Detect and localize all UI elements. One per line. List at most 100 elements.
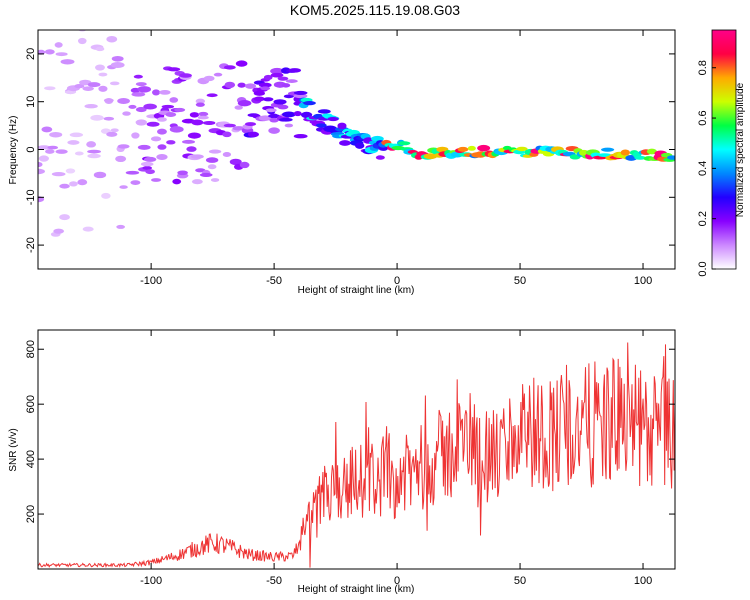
spectrogram-cell (457, 146, 469, 152)
spectrogram-cell (189, 112, 200, 118)
spectrogram-cell (156, 153, 168, 160)
spectrogram-cell (477, 144, 491, 152)
spectrogram-cell (78, 30, 87, 32)
spectrogram-cell (268, 127, 280, 134)
spectrogram-cell (130, 180, 141, 185)
spectrogram-cell (41, 126, 53, 133)
spectrogram-cell (181, 139, 196, 144)
snr-x-label: Height of straight line (km) (298, 584, 415, 595)
spectrogram-cell (436, 146, 449, 153)
spectrogram-cell (269, 117, 279, 123)
spectrogram-cell (60, 59, 75, 65)
spectrogram-cell (143, 103, 157, 110)
spectrogram-cell (55, 52, 68, 57)
spectrogram-cell (51, 172, 66, 177)
spectrogram-cell (293, 93, 308, 99)
x-tick-label: 50 (514, 275, 526, 287)
spectrogram-cell (195, 102, 205, 107)
spectrogram-cell (223, 123, 236, 128)
spectrogram-cell (131, 132, 140, 139)
spectrogram-cell (54, 42, 63, 48)
spectrogram-cell (222, 152, 232, 158)
spectrogram-cell (69, 132, 84, 138)
spectrogram-cell (86, 141, 97, 148)
spectrogram-cell (44, 49, 55, 55)
spectrogram-cell (282, 111, 296, 118)
chart-title: KOM5.2025.115.19.08.G03 (289, 2, 461, 18)
spectrogram-cell (467, 145, 476, 151)
spectrogram-cell (133, 74, 143, 79)
spectrogram-cell (277, 104, 289, 110)
spectrogram-cell (38, 161, 43, 168)
spectrogram-cell (142, 166, 153, 170)
spectrogram-cell (53, 228, 65, 234)
y-tick-label: 600 (25, 395, 37, 413)
spectrogram-cell (69, 181, 78, 187)
spectrogram-cell (224, 81, 236, 89)
spectrogram-x-label: Height of straight line (km) (298, 285, 415, 296)
spectrogram-cell (59, 214, 70, 221)
spectrogram-cell (244, 83, 257, 89)
spectrogram-cell (93, 171, 107, 179)
spectrogram-cell (77, 37, 87, 45)
spectrogram-cell (38, 155, 50, 162)
spectrogram-cell (87, 82, 101, 88)
y-tick-label: 400 (25, 450, 37, 468)
spectrogram-cell (423, 153, 438, 160)
spectrogram-cell (285, 79, 298, 83)
spectrogram-cell (375, 155, 385, 160)
y-tick-label: 800 (25, 340, 37, 358)
spectrogram-cell (177, 170, 188, 176)
spectrogram-cell (195, 98, 205, 104)
spectrogram-cell (57, 24, 66, 29)
spectrogram-cell (146, 121, 160, 127)
colorbar-tick-label: 0.0 (697, 261, 709, 276)
spectrogram-cell (103, 98, 114, 103)
spectrogram-cell (237, 82, 246, 88)
snr-y-axis: 200 400 600 800 (25, 340, 675, 523)
spectrogram-cell (117, 98, 130, 104)
snr-x-axis: -100 -50 0 50 100 (140, 330, 652, 587)
spectrogram-cell (135, 82, 147, 87)
spectrogram-cell (125, 170, 140, 175)
x-tick-label: -100 (140, 575, 162, 587)
spectrogram-cell (47, 145, 59, 150)
spectrogram-cell (152, 89, 161, 96)
spectrogram-cell (247, 131, 260, 138)
spectrogram-cell (115, 155, 127, 163)
colorbar-gradient-bar (711, 29, 737, 270)
spectrogram-cell (44, 86, 56, 91)
spectrogram-cell (87, 149, 102, 154)
spectrogram-cell (516, 146, 528, 152)
spectrogram-cell (281, 83, 291, 88)
spectrogram-cell (337, 122, 347, 130)
spectrogram-cell (202, 120, 216, 125)
spectrogram-cell (199, 172, 213, 177)
snr-y-label: SNR (v/v) (8, 428, 19, 471)
spectrogram-cell (84, 104, 98, 109)
spectrogram-cell (190, 154, 204, 159)
spectrogram-cell (315, 123, 327, 128)
spectrogram-cell (646, 148, 657, 155)
spectrogram-cell (263, 74, 273, 81)
spectrogram-cell (288, 68, 302, 73)
spectrogram-cell (284, 123, 294, 128)
spectrogram-cell (150, 136, 162, 142)
spectrogram-cell (198, 111, 209, 117)
spectrogram-cell (208, 149, 222, 154)
colorbar-label: Normalized spectral amplitude (735, 82, 746, 217)
spectrogram-cell (270, 72, 284, 78)
spectrogram-cell (74, 151, 84, 156)
spectrogram-cell (151, 178, 162, 182)
spectrogram-cell (67, 140, 80, 145)
spectrogram-cell (98, 72, 108, 77)
spectrogram-cell (109, 81, 120, 86)
spectrogram-cell (110, 61, 125, 68)
spectrogram-cell (65, 168, 76, 174)
spectrogram-cell (191, 119, 204, 126)
x-tick-label: -50 (266, 275, 282, 287)
spectrogram-cell (223, 65, 236, 70)
spectrogram-cell (110, 128, 119, 133)
spectrogram-cell (116, 224, 125, 229)
y-tick-label: 20 (25, 48, 37, 60)
